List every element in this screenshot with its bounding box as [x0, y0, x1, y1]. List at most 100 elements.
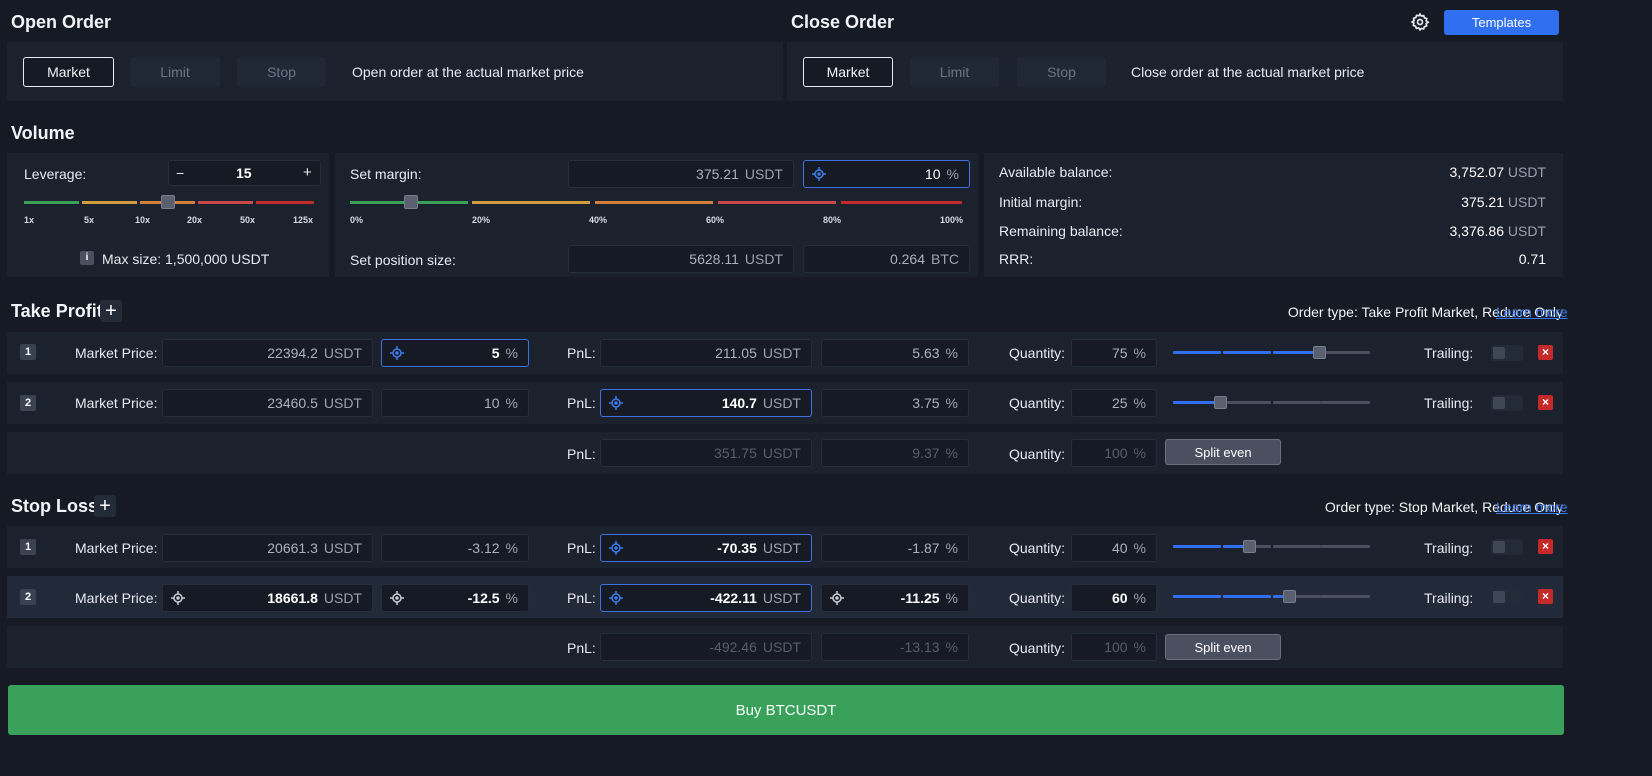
open-stop-tab[interactable]: Stop [237, 57, 326, 87]
trailing-toggle[interactable] [1491, 395, 1523, 411]
quantity-label: Quantity: [1009, 640, 1066, 656]
trailing-toggle[interactable] [1491, 589, 1523, 605]
sl1-pnl-input[interactable]: -70.35 USDT [600, 534, 812, 562]
close-stop-tab[interactable]: Stop [1017, 57, 1106, 87]
delete-icon[interactable]: × [1538, 395, 1553, 410]
quantity-slider-knob[interactable] [1243, 540, 1256, 553]
tp2-quantity-slider[interactable] [1173, 393, 1370, 413]
delete-icon[interactable]: × [1538, 589, 1553, 604]
add-take-profit-button[interactable]: + [100, 300, 122, 322]
take-profit-title: Take Profit [11, 301, 103, 321]
qty-value: 100 [1104, 445, 1128, 461]
pct-unit: % [946, 166, 959, 182]
target-icon[interactable] [812, 167, 826, 181]
target-icon[interactable] [830, 591, 844, 605]
tp2-qty-input[interactable]: 25% [1071, 389, 1157, 417]
tp-total-pnl-pct: 9.37% [821, 439, 969, 467]
tp1-pnl-pct-input[interactable]: 5.63% [821, 339, 969, 367]
buy-button[interactable]: Buy BTCUSDT [8, 685, 1564, 735]
sl1-qty-input[interactable]: 40% [1071, 534, 1157, 562]
target-icon[interactable] [390, 346, 404, 360]
close-order-title: Close Order [791, 12, 895, 32]
close-limit-tab[interactable]: Limit [910, 57, 999, 87]
qty-unit: % [1133, 445, 1146, 461]
target-icon[interactable] [390, 591, 404, 605]
position-usdt-value: 5628.11 [689, 251, 739, 267]
margin-tick: 80% [823, 215, 842, 225]
sl-split-even-button[interactable]: Split even [1165, 634, 1281, 660]
price-value: 23460.5 [267, 395, 318, 411]
pnl-pct-unit: % [945, 590, 958, 606]
sl2-qty-input[interactable]: 60% [1071, 584, 1157, 612]
price-unit: USDT [323, 590, 362, 606]
row-number: 2 [20, 589, 36, 605]
templates-button[interactable]: Templates [1444, 10, 1559, 35]
position-usdt-input[interactable]: 5628.11 USDT [568, 245, 794, 273]
sl2-pnl-input[interactable]: -422.11 USDT [600, 584, 812, 612]
tp1-pnl-input[interactable]: 211.05 USDT [600, 339, 812, 367]
trailing-toggle[interactable] [1491, 345, 1523, 361]
tp-split-even-button[interactable]: Split even [1165, 439, 1281, 465]
target-icon[interactable] [609, 396, 623, 410]
sl2-price-input[interactable]: 18661.8 USDT [162, 584, 373, 612]
quantity-slider-knob[interactable] [1283, 590, 1296, 603]
close-market-tab[interactable]: Market [803, 57, 893, 87]
info-icon: i [80, 251, 94, 265]
sl1-pct-input[interactable]: -3.12% [381, 534, 529, 562]
margin-usdt-value: 375.21 [696, 166, 739, 182]
margin-tick: 100% [940, 215, 964, 225]
sl2-quantity-slider[interactable] [1173, 587, 1370, 607]
tp1-quantity-slider[interactable] [1173, 343, 1370, 363]
delete-icon[interactable]: × [1538, 345, 1553, 360]
pnl-label: PnL: [567, 345, 596, 361]
leverage-slider-knob[interactable] [161, 195, 175, 209]
pnl-pct-value: -11.25 [900, 590, 940, 606]
gear-icon[interactable] [1410, 12, 1430, 32]
learn-more-link[interactable]: Learn more [1496, 304, 1568, 320]
sl1-quantity-slider[interactable] [1173, 537, 1370, 557]
margin-slider[interactable] [350, 195, 962, 209]
leverage-tick: 10x [135, 215, 151, 225]
leverage-increment-button[interactable]: + [303, 164, 312, 181]
close-order-description: Close order at the actual market price [1131, 64, 1365, 80]
quantity-slider-knob[interactable] [1313, 346, 1326, 359]
sl2-pct-input[interactable]: -12.5% [381, 584, 529, 612]
leverage-slider[interactable] [24, 195, 314, 209]
available-balance-row: Available balance: 3,752.07 USDT [999, 164, 1546, 180]
tp2-pnl-pct-input[interactable]: 3.75% [821, 389, 969, 417]
leverage-value[interactable]: 15 [236, 165, 252, 181]
target-icon[interactable] [609, 591, 623, 605]
tp1-price-input[interactable]: 22394.2 USDT [162, 339, 373, 367]
info-unit: USDT [1507, 223, 1546, 239]
sl2-pnl-pct-input[interactable]: -11.25% [821, 584, 969, 612]
target-icon[interactable] [609, 541, 623, 555]
leverage-decrement-button[interactable]: − [176, 165, 185, 181]
sl1-price-input[interactable]: 20661.3 USDT [162, 534, 373, 562]
tp1-pct-input[interactable]: 5% [381, 339, 529, 367]
delete-icon[interactable]: × [1538, 539, 1553, 554]
pnl-unit: USDT [762, 540, 801, 556]
pnl-pct-unit: % [945, 345, 958, 361]
add-stop-loss-button[interactable]: + [94, 495, 116, 517]
tp1-qty-input[interactable]: 75% [1071, 339, 1157, 367]
open-market-tab[interactable]: Market [23, 57, 114, 87]
sl1-pnl-pct-input[interactable]: -1.87% [821, 534, 969, 562]
tp2-pct-input[interactable]: 10% [381, 389, 529, 417]
trailing-toggle[interactable] [1491, 539, 1523, 555]
quantity-label: Quantity: [1009, 345, 1066, 361]
pnl-unit: USDT [762, 445, 801, 461]
price-value: 22394.2 [267, 345, 318, 361]
margin-usdt-input[interactable]: 375.21 USDT [568, 160, 794, 188]
tp2-price-input[interactable]: 23460.5 USDT [162, 389, 373, 417]
pnl-pct-value: -13.13 [899, 639, 940, 655]
leverage-stepper[interactable] [168, 160, 321, 186]
margin-slider-knob[interactable] [404, 195, 418, 209]
position-btc-input[interactable]: 0.264 BTC [803, 245, 970, 273]
margin-pct-input[interactable]: 10% [803, 160, 970, 188]
tp2-pnl-input[interactable]: 140.7 USDT [600, 389, 812, 417]
learn-more-link[interactable]: Learn more [1496, 499, 1568, 515]
trailing-label: Trailing: [1424, 345, 1474, 361]
open-limit-tab[interactable]: Limit [130, 57, 220, 87]
quantity-slider-knob[interactable] [1214, 396, 1227, 409]
target-icon[interactable] [171, 591, 185, 605]
